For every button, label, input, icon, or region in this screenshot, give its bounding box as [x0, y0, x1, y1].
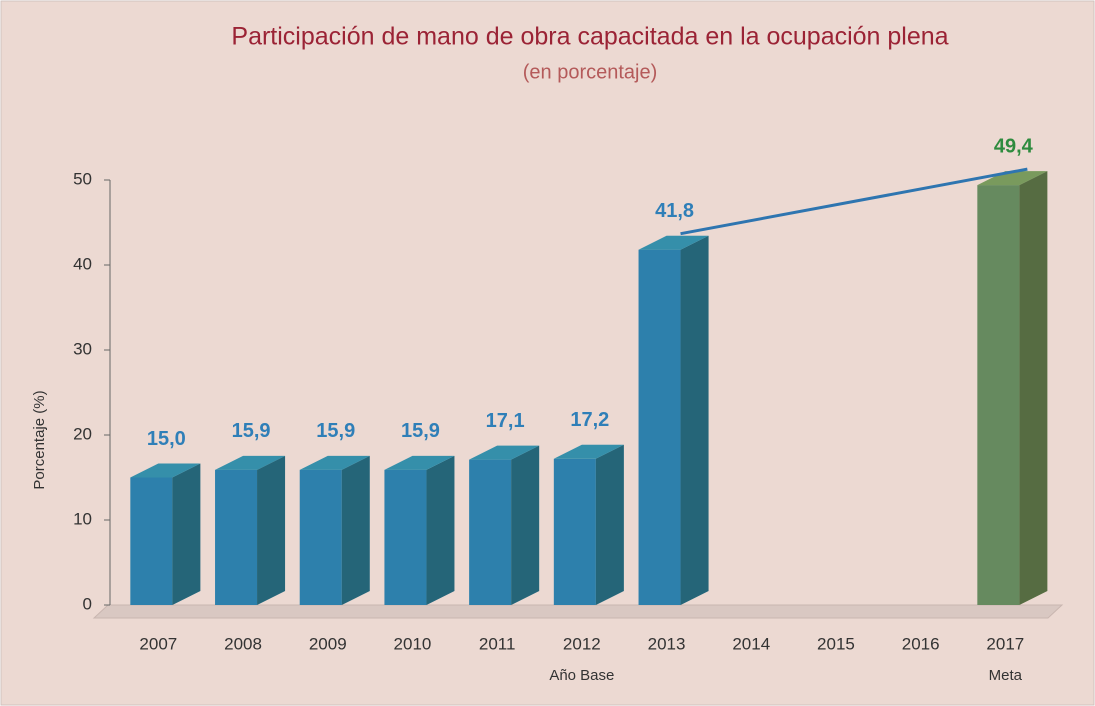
x-tick-label: 2008 — [224, 634, 262, 653]
bar-top — [469, 445, 540, 460]
bar-shade — [130, 477, 173, 605]
bar-top — [553, 444, 624, 459]
bar-top-shade — [553, 444, 624, 459]
x-tick-label: 2007 — [139, 634, 177, 653]
x-tick-label: 2009 — [309, 634, 347, 653]
bar-top-shade — [384, 455, 455, 470]
bar-top — [384, 455, 455, 470]
bar-side — [680, 235, 709, 605]
bar-top-shade — [638, 235, 709, 250]
bar-side — [172, 463, 201, 605]
bar-shade — [469, 459, 512, 605]
y-axis-label: Porcentaje (%) — [31, 390, 48, 489]
value-label: 15,0 — [147, 428, 186, 450]
bar-side — [257, 455, 286, 605]
x-tick-label: 2014 — [732, 634, 770, 653]
bar-top-shade — [215, 455, 286, 470]
trend-line — [680, 167, 1028, 236]
bar-side-shade — [595, 444, 624, 605]
y-tick-label: 30 — [73, 339, 92, 358]
x-tick-label: 2010 — [394, 634, 432, 653]
bar-side — [595, 444, 624, 605]
bar-side-shade — [511, 445, 540, 605]
value-label: 15,9 — [316, 420, 355, 442]
chart-title: Participación de mano de obra capacitada… — [231, 23, 948, 51]
value-label: 15,9 — [401, 420, 440, 442]
bar-side — [1019, 171, 1048, 605]
x-tick-label: 2012 — [563, 634, 601, 653]
y-tick-label: 20 — [73, 424, 92, 443]
bar-shade — [553, 458, 596, 605]
bar-top-shade — [130, 463, 201, 478]
bar-shade — [215, 469, 258, 605]
bar-top-shade — [299, 455, 370, 470]
y-tick-label: 40 — [73, 254, 92, 273]
bar-side-shade — [1019, 171, 1048, 605]
x-tick-label: 2016 — [902, 634, 940, 653]
bar-shade — [977, 185, 1020, 605]
bar-top — [130, 463, 201, 478]
value-label: 15,9 — [232, 420, 271, 442]
chart-subtitle: (en porcentaje) — [523, 61, 658, 83]
bar-side — [341, 455, 370, 605]
bar-shade — [299, 469, 342, 605]
bar-top — [638, 235, 709, 250]
y-tick-label: 0 — [83, 594, 92, 613]
bar-side — [426, 455, 455, 605]
x-tick-label: 2011 — [479, 634, 516, 653]
bar-top — [215, 455, 286, 470]
bar-side-shade — [680, 235, 709, 605]
x-tick-label: 2017 — [986, 634, 1024, 653]
value-label: 17,2 — [570, 409, 609, 431]
x-tick-label: 2015 — [817, 634, 855, 653]
y-tick-label: 10 — [73, 509, 92, 528]
bar-side-shade — [257, 455, 286, 605]
bar-side-shade — [426, 455, 455, 605]
x-tick-label: 2013 — [648, 634, 686, 653]
y-tick-label: 50 — [73, 169, 92, 188]
bar-top — [299, 455, 370, 470]
value-label: 49,4 — [994, 135, 1034, 157]
x-tick-note: Año Base — [549, 667, 614, 684]
x-tick-note: Meta — [989, 667, 1023, 684]
bar-top-shade — [977, 171, 1048, 186]
bar-side-shade — [341, 455, 370, 605]
bar-side-shade — [172, 463, 201, 605]
bar-top-shade — [469, 445, 540, 460]
bar-shade — [638, 249, 681, 605]
bar-shade — [384, 469, 427, 605]
bar-top — [977, 171, 1048, 186]
value-label: 41,8 — [655, 200, 694, 222]
value-label: 17,1 — [486, 410, 525, 432]
floor — [92, 604, 1064, 619]
bar-side — [511, 445, 540, 605]
